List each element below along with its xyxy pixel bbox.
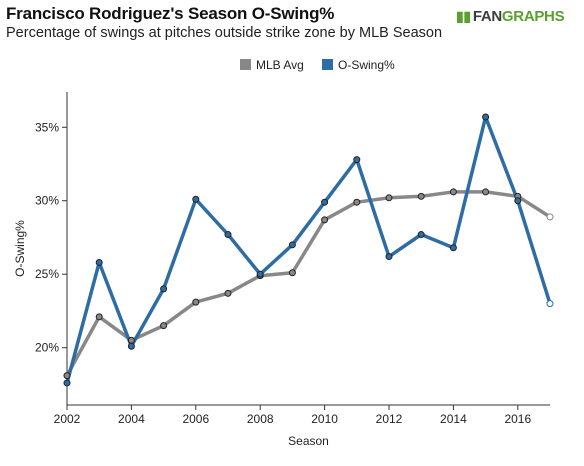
legend-swatch — [240, 59, 251, 70]
o-swing-point — [224, 231, 232, 239]
o-swing-point — [256, 270, 264, 278]
o-swing-point — [417, 231, 425, 239]
o-swing-point — [288, 241, 296, 249]
y-tick-label: 25% — [35, 267, 59, 281]
o-swing-point — [514, 197, 522, 205]
mlb-avg-point — [288, 269, 296, 277]
o-swing-point — [321, 198, 329, 206]
mlb-avg-point — [192, 298, 200, 306]
x-tick-label: 2010 — [311, 412, 338, 426]
o-swing-point — [160, 285, 168, 293]
series-line-mlb-avg — [65, 190, 552, 378]
o-swing-point — [95, 258, 103, 266]
o-swing-point — [449, 244, 457, 252]
chart-title: Francisco Rodriguez's Season O-Swing% — [6, 4, 335, 23]
series-line-o-swing — [65, 115, 552, 385]
mlb-avg-point — [353, 198, 361, 206]
x-tick-label: 2008 — [247, 412, 274, 426]
fangraphs-logo: ▮▮ FANGRAPHS — [456, 8, 565, 25]
mlb-avg-point — [385, 194, 393, 202]
mlb-avg-point — [63, 372, 71, 380]
y-axis-label: O-Swing% — [13, 220, 27, 277]
y-tick-label: 35% — [35, 120, 59, 134]
mlb-avg-point — [417, 192, 425, 200]
legend-label: O-Swing% — [338, 58, 395, 72]
mlb-avg-point — [546, 213, 554, 221]
x-tick-label: 2004 — [118, 412, 145, 426]
x-tick-label: 2006 — [182, 412, 209, 426]
o-swing-point — [385, 253, 393, 261]
o-swing-point — [63, 379, 71, 387]
mlb-avg-point — [482, 188, 490, 196]
o-swing-point — [482, 113, 490, 121]
mlb-avg-point — [321, 216, 329, 224]
mlb-avg-point — [224, 289, 232, 297]
y-tick-label: 30% — [35, 194, 59, 208]
legend-label: MLB Avg — [256, 58, 304, 72]
x-tick-label: 2012 — [376, 412, 403, 426]
brand-graphs-text: GRAPHS — [501, 8, 565, 25]
brand-fan-text: FAN — [472, 8, 502, 25]
o-swing-point — [127, 342, 135, 350]
x-axis-label: Season — [288, 434, 329, 448]
y-tick-label: 20% — [35, 341, 59, 355]
mlb-avg-point — [95, 313, 103, 321]
x-tick-label: 2014 — [440, 412, 467, 426]
mlb-avg-point — [127, 336, 135, 344]
x-tick-label: 2016 — [504, 412, 531, 426]
fangraphs-logo-icon: ▮▮ — [456, 8, 471, 24]
o-swing-point — [353, 156, 361, 164]
o-swing-point — [192, 195, 200, 203]
chart-subtitle: Percentage of swings at pitches outside … — [6, 25, 443, 41]
mlb-avg-point — [449, 188, 457, 196]
x-tick-label: 2002 — [54, 412, 81, 426]
legend-swatch — [322, 59, 333, 70]
o-swing-point — [546, 300, 554, 308]
mlb-avg-point — [160, 322, 168, 330]
